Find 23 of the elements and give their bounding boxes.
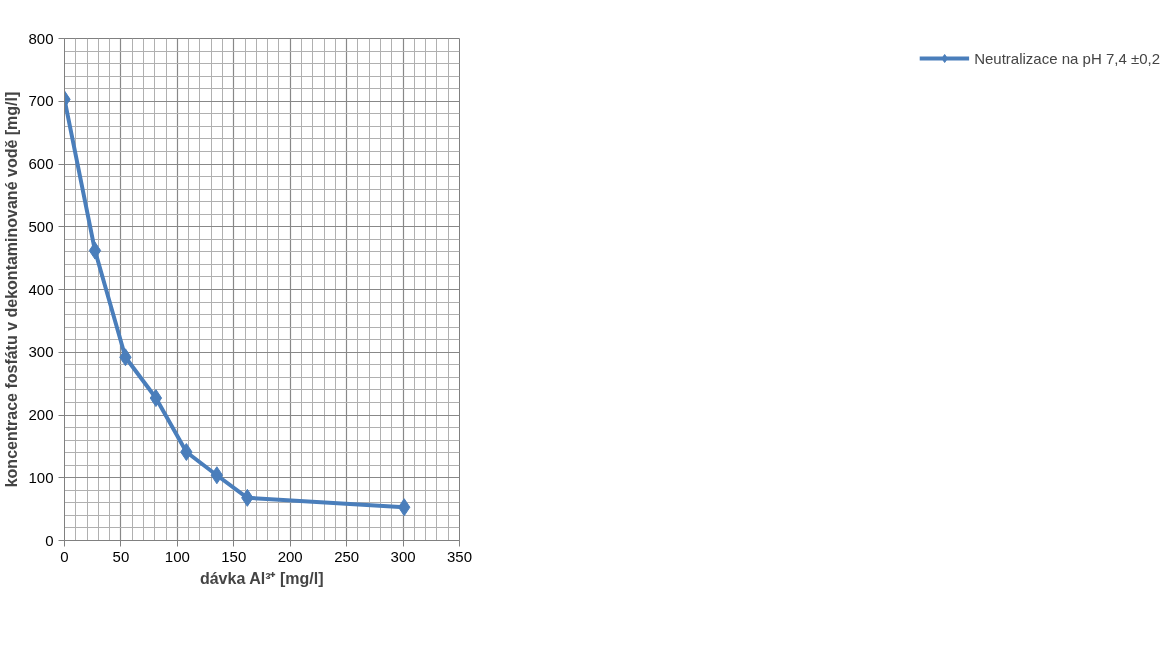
- y-tick-label: 0: [45, 531, 54, 549]
- y-tick-label: 300: [28, 343, 54, 361]
- y-tick-label: 100: [28, 468, 54, 486]
- legend-label: Neutralizace na pH 7,4 ±0,2: [974, 49, 1160, 67]
- x-tick-label: 250: [334, 547, 360, 565]
- point: [210, 466, 224, 485]
- point: [88, 241, 102, 260]
- x-tick-label: 350: [446, 547, 473, 565]
- point: [149, 389, 163, 408]
- y-tick-label: 200: [28, 406, 54, 423]
- x-tick-label: 100: [164, 547, 190, 565]
- x-tick-label: 50: [112, 547, 130, 565]
- y-tick-label: 800: [28, 29, 54, 47]
- y-tick-label: 500: [28, 217, 54, 235]
- y-axis-title: koncentrace fosfátu v dekontaminované vodě [mg/l]: [3, 91, 21, 488]
- y-tick-label: 400: [28, 280, 54, 298]
- x-tick-label: 300: [390, 547, 416, 565]
- y-tick-label: 700: [28, 92, 54, 110]
- x-tick-label: 200: [277, 547, 303, 565]
- y-tick-label: 600: [28, 155, 54, 172]
- x-axis-title: dávka Al³⁺ [mg/l]: [199, 569, 324, 587]
- x-tick-label: 150: [221, 547, 247, 565]
- x-tick-label: 0: [60, 547, 69, 565]
